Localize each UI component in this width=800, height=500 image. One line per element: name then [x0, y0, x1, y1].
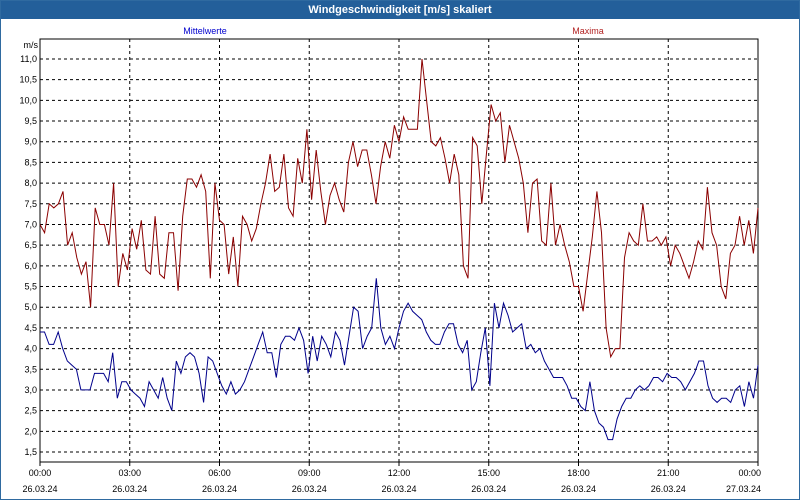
- y-tick-label: 2,0: [24, 426, 37, 436]
- y-tick-label: 3,0: [24, 385, 37, 395]
- x-tick-time: 15:00: [477, 468, 500, 478]
- y-tick-label: 6,5: [24, 240, 37, 250]
- y-tick-label: 9,5: [24, 116, 37, 126]
- series-layer: [39, 58, 759, 441]
- x-tick-time: 00:00: [29, 468, 52, 478]
- y-tick-label: 4,0: [24, 344, 37, 354]
- y-tick-label: 10,5: [19, 75, 37, 85]
- series-line-maxima: [39, 58, 759, 359]
- y-tick-label: 7,0: [24, 219, 37, 229]
- grid-layer: [40, 39, 758, 462]
- x-tick-date: 26.03.24: [292, 484, 327, 494]
- x-tick-date: 26.03.24: [112, 484, 147, 494]
- x-tick-time: 06:00: [208, 468, 231, 478]
- x-tick-date: 26.03.24: [22, 484, 57, 494]
- y-tick-label: 2,5: [24, 406, 37, 416]
- y-axis-unit: m/s: [24, 40, 39, 50]
- x-tick-time: 21:00: [657, 468, 680, 478]
- x-tick-time: 09:00: [298, 468, 321, 478]
- y-tick-label: 3,5: [24, 364, 37, 374]
- window-title: Windgeschwindigkeit [m/s] skaliert: [1, 1, 799, 19]
- series-line-mittelwerte: [40, 278, 759, 441]
- y-tick-label: 1,5: [24, 447, 37, 457]
- y-tick-label: 5,5: [24, 282, 37, 292]
- tick-layer: 1,5 2,0 2,5 3,0 3,5 4,0 4,5 5,0 5,5 6,0 6,5 7,0 7,5 8…: [19, 54, 761, 494]
- y-tick-label: 6,0: [24, 261, 37, 271]
- y-tick-label: 4,5: [24, 323, 37, 333]
- y-tick-label: 7,5: [24, 199, 37, 209]
- legend-mittelwerte: Mittelwerte: [183, 26, 227, 36]
- y-tick-label: 9,0: [24, 137, 37, 147]
- x-tick-time: 18:00: [567, 468, 590, 478]
- y-tick-label: 5,0: [24, 302, 37, 312]
- x-tick-date: 26.03.24: [561, 484, 596, 494]
- y-tick-label: 8,5: [24, 157, 37, 167]
- y-tick-label: 8,0: [24, 178, 37, 188]
- x-tick-date: 26.03.24: [202, 484, 237, 494]
- y-tick-label: 10,0: [19, 95, 37, 105]
- x-tick-time: 03:00: [118, 468, 141, 478]
- x-tick-date: 27.03.24: [726, 484, 761, 494]
- x-tick-time: 12:00: [388, 468, 411, 478]
- x-tick-time: 00:00: [738, 468, 761, 478]
- x-tick-date: 26.03.24: [381, 484, 416, 494]
- y-tick-label: 11,0: [20, 54, 37, 64]
- x-tick-date: 26.03.24: [651, 484, 686, 494]
- x-tick-date: 26.03.24: [471, 484, 506, 494]
- legend-maxima: Maxima: [572, 26, 604, 36]
